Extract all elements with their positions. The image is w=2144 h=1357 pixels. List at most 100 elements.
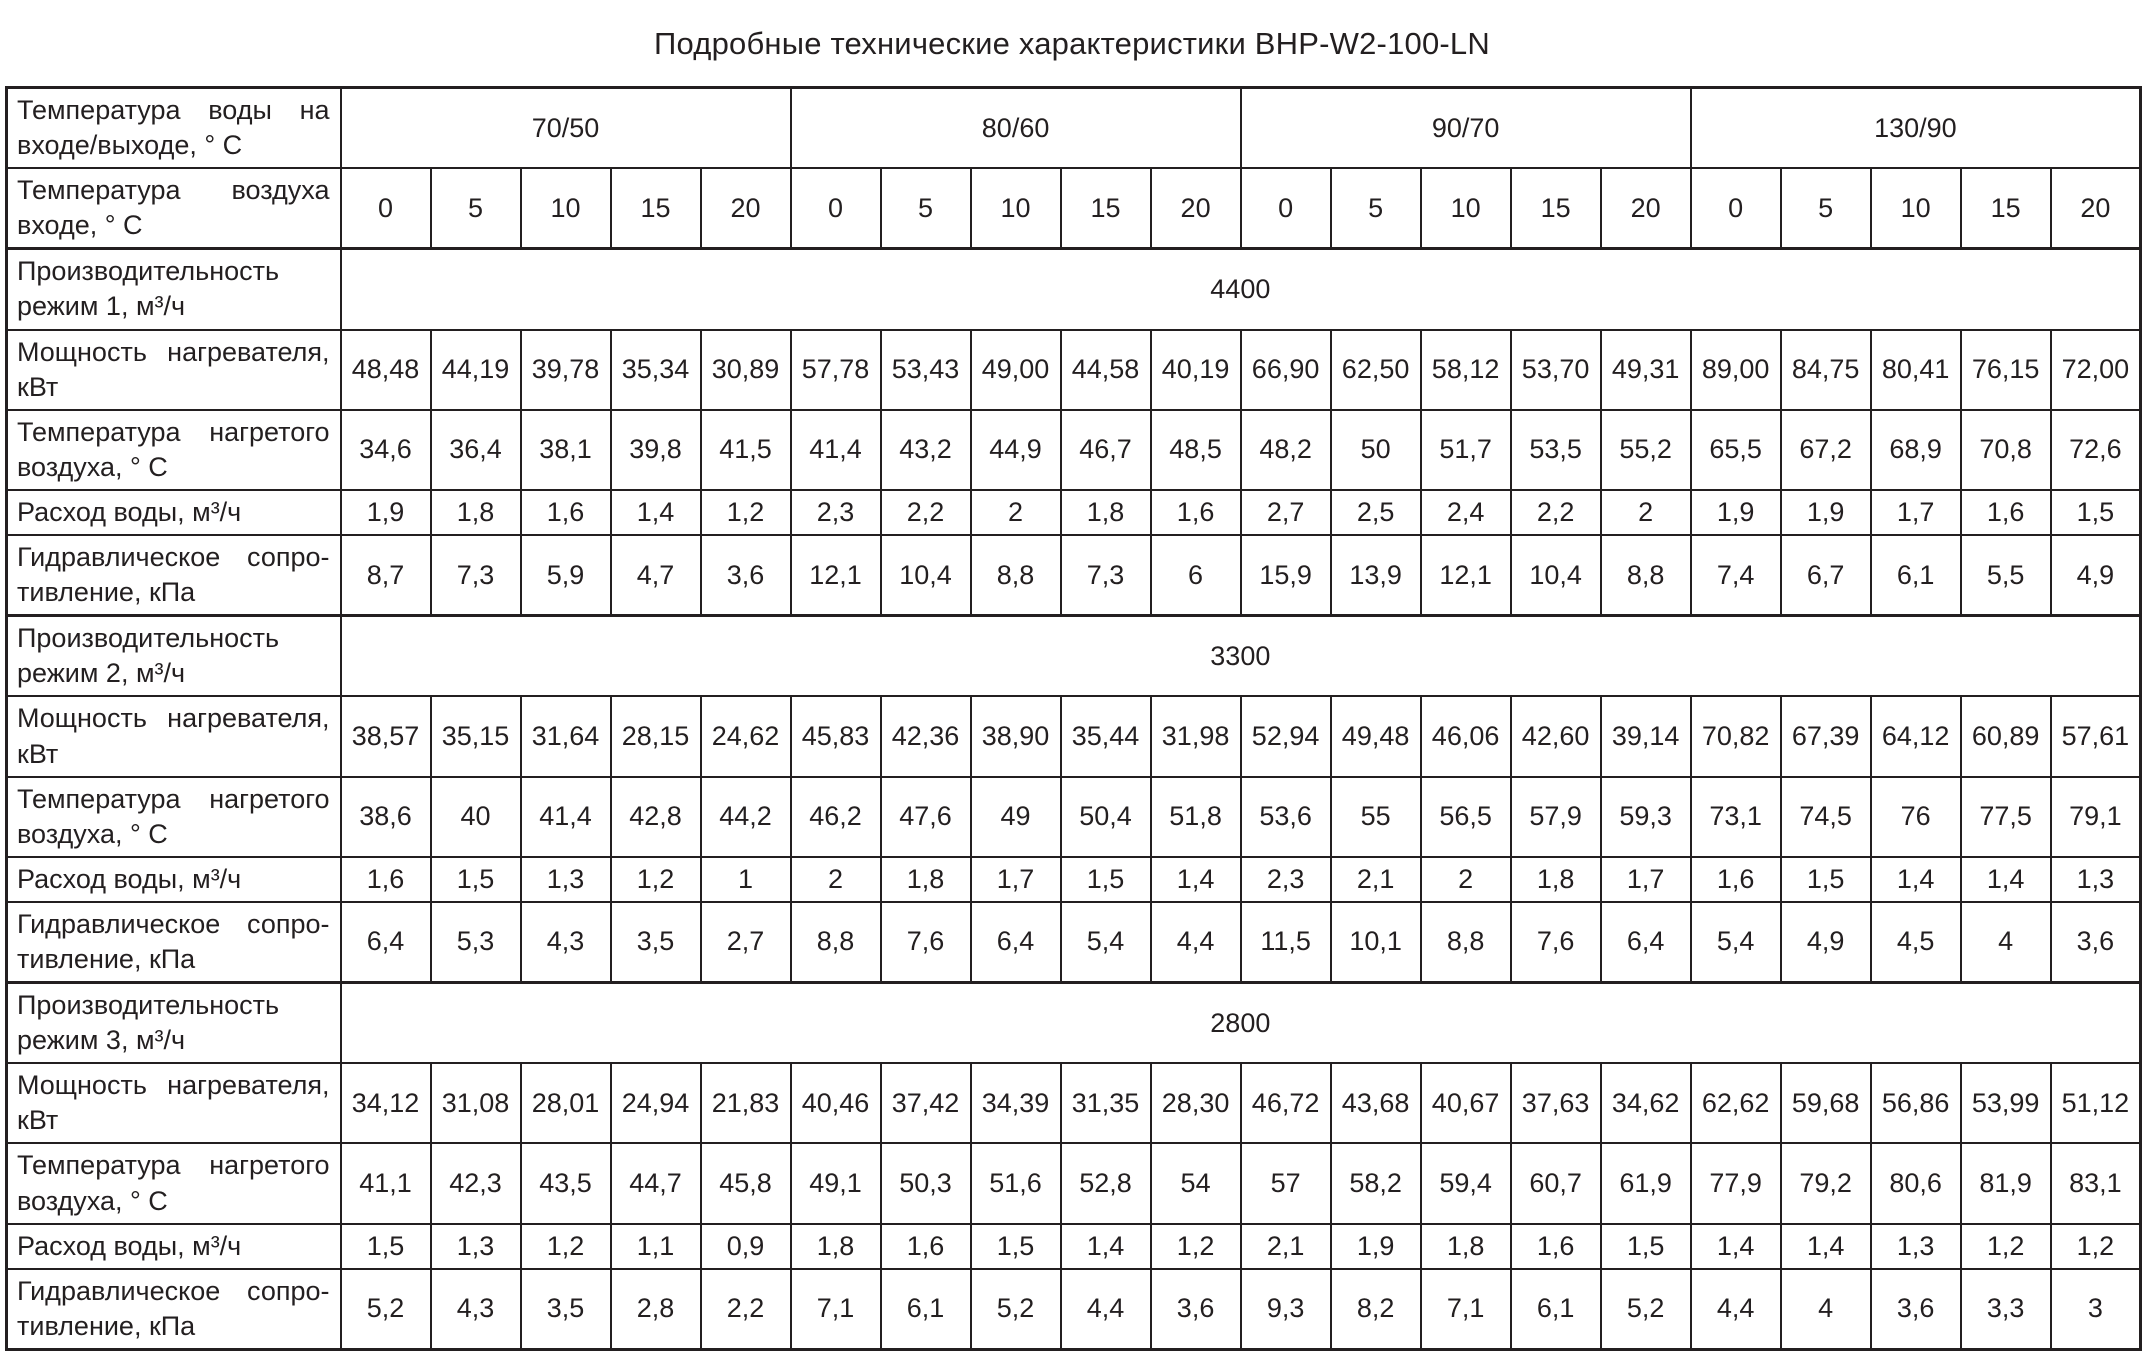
- value-cell: 4: [1779, 1267, 1872, 1351]
- air-temp-value-header: 0: [339, 167, 432, 250]
- value-cell: 1,9: [339, 488, 432, 537]
- capacity-row: Производительность режим 2, м³/ч 3300: [5, 614, 2142, 698]
- row-label: Расход воды, м³/ч: [5, 855, 342, 903]
- value-cell: 80,6: [1869, 1142, 1962, 1225]
- value-cell: 66,90: [1239, 328, 1332, 411]
- value-cell: 68,9: [1869, 408, 1962, 491]
- value-cell: 4: [1959, 900, 2052, 984]
- value-cell: 51,6: [969, 1142, 1062, 1225]
- value-cell: 50: [1329, 408, 1422, 491]
- value-cell: 2,3: [1239, 855, 1332, 903]
- water-temp-group-header: 130/90: [1689, 86, 2142, 170]
- value-cell: 41,4: [519, 775, 612, 858]
- data-row: Мощность нагревателя, кВт 48,48 44,19 39,78…: [5, 328, 2142, 411]
- air-temp-value-header: 15: [609, 167, 702, 250]
- row-label: Температура нагретого воздуха, ° С: [5, 775, 342, 858]
- value-cell: 76: [1869, 775, 1962, 858]
- value-cell: 2,2: [879, 488, 972, 537]
- value-cell: 47,6: [879, 775, 972, 858]
- value-cell: 5,4: [1689, 900, 1782, 984]
- row-label: Температура нагретого воздуха, ° С: [5, 408, 342, 491]
- value-cell: 28,15: [609, 695, 702, 778]
- value-cell: 2,8: [609, 1267, 702, 1351]
- value-cell: 8,2: [1329, 1267, 1422, 1351]
- value-cell: 50,3: [879, 1142, 972, 1225]
- value-cell: 5,5: [1959, 534, 2052, 617]
- air-temp-value-header: 5: [1779, 167, 1872, 250]
- value-cell: 77,9: [1689, 1142, 1782, 1225]
- value-cell: 51,7: [1419, 408, 1512, 491]
- value-cell: 5,9: [519, 534, 612, 617]
- row-label: Гидравлическое сопро-тивление, кПа: [5, 900, 342, 984]
- value-cell: 67,39: [1779, 695, 1872, 778]
- data-row: Температура нагретого воздуха, ° С 34,6 36…: [5, 408, 2142, 491]
- value-cell: 34,6: [339, 408, 432, 491]
- value-cell: 49,00: [969, 328, 1062, 411]
- value-cell: 51,8: [1149, 775, 1242, 858]
- value-cell: 31,35: [1059, 1062, 1152, 1145]
- value-cell: 2: [789, 855, 882, 903]
- value-cell: 1,6: [1689, 855, 1782, 903]
- air-temp-value-header: 10: [1419, 167, 1512, 250]
- water-temp-group-header: 80/60: [789, 86, 1242, 170]
- value-cell: 1,7: [1599, 855, 1692, 903]
- value-cell: 64,12: [1869, 695, 1962, 778]
- value-cell: 52,8: [1059, 1142, 1152, 1225]
- value-cell: 53,99: [1959, 1062, 2052, 1145]
- value-cell: 41,1: [339, 1142, 432, 1225]
- value-cell: 4,4: [1149, 900, 1242, 984]
- air-temp-value-header: 10: [1869, 167, 1962, 250]
- value-cell: 51,12: [2049, 1062, 2142, 1145]
- value-cell: 7,3: [429, 534, 522, 617]
- value-cell: 37,42: [879, 1062, 972, 1145]
- value-cell: 13,9: [1329, 534, 1422, 617]
- value-cell: 38,1: [519, 408, 612, 491]
- value-cell: 1,4: [1149, 855, 1242, 903]
- value-cell: 1,3: [519, 855, 612, 903]
- value-cell: 40,67: [1419, 1062, 1512, 1145]
- value-cell: 6,1: [879, 1267, 972, 1351]
- value-cell: 6: [1149, 534, 1242, 617]
- value-cell: 5,4: [1059, 900, 1152, 984]
- air-temp-value-header: 5: [879, 167, 972, 250]
- value-cell: 7,6: [879, 900, 972, 984]
- data-row: Мощность нагревателя, кВт 34,12 31,08 28,01…: [5, 1062, 2142, 1145]
- value-cell: 44,7: [609, 1142, 702, 1225]
- value-cell: 40,46: [789, 1062, 882, 1145]
- value-cell: 28,01: [519, 1062, 612, 1145]
- value-cell: 52,94: [1239, 695, 1332, 778]
- value-cell: 2,5: [1329, 488, 1422, 537]
- value-cell: 8,8: [969, 534, 1062, 617]
- value-cell: 2,1: [1239, 1222, 1332, 1270]
- capacity-value: 2800: [339, 981, 2142, 1065]
- value-cell: 4,3: [519, 900, 612, 984]
- row-label: Расход воды, м³/ч: [5, 488, 342, 537]
- value-cell: 39,8: [609, 408, 702, 491]
- value-cell: 5,3: [429, 900, 522, 984]
- value-cell: 4,3: [429, 1267, 522, 1351]
- value-cell: 50,4: [1059, 775, 1152, 858]
- air-temp-value-header: 20: [2049, 167, 2142, 250]
- value-cell: 42,60: [1509, 695, 1602, 778]
- value-cell: 3,6: [2049, 900, 2142, 984]
- value-cell: 3,6: [1869, 1267, 1962, 1351]
- row-label: Расход воды, м³/ч: [5, 1222, 342, 1270]
- value-cell: 2,2: [1509, 488, 1602, 537]
- value-cell: 59,3: [1599, 775, 1692, 858]
- value-cell: 1,1: [609, 1222, 702, 1270]
- value-cell: 84,75: [1779, 328, 1872, 411]
- value-cell: 1,2: [2049, 1222, 2142, 1270]
- row-label: Гидравлическое сопро-тивление, кПа: [5, 534, 342, 617]
- value-cell: 1,3: [1869, 1222, 1962, 1270]
- value-cell: 1,7: [969, 855, 1062, 903]
- value-cell: 53,6: [1239, 775, 1332, 858]
- value-cell: 58,2: [1329, 1142, 1422, 1225]
- value-cell: 34,39: [969, 1062, 1062, 1145]
- value-cell: 3,5: [519, 1267, 612, 1351]
- value-cell: 1,8: [429, 488, 522, 537]
- value-cell: 54: [1149, 1142, 1242, 1225]
- value-cell: 43,68: [1329, 1062, 1422, 1145]
- value-cell: 1,9: [1329, 1222, 1422, 1270]
- value-cell: 44,2: [699, 775, 792, 858]
- value-cell: 1,6: [1959, 488, 2052, 537]
